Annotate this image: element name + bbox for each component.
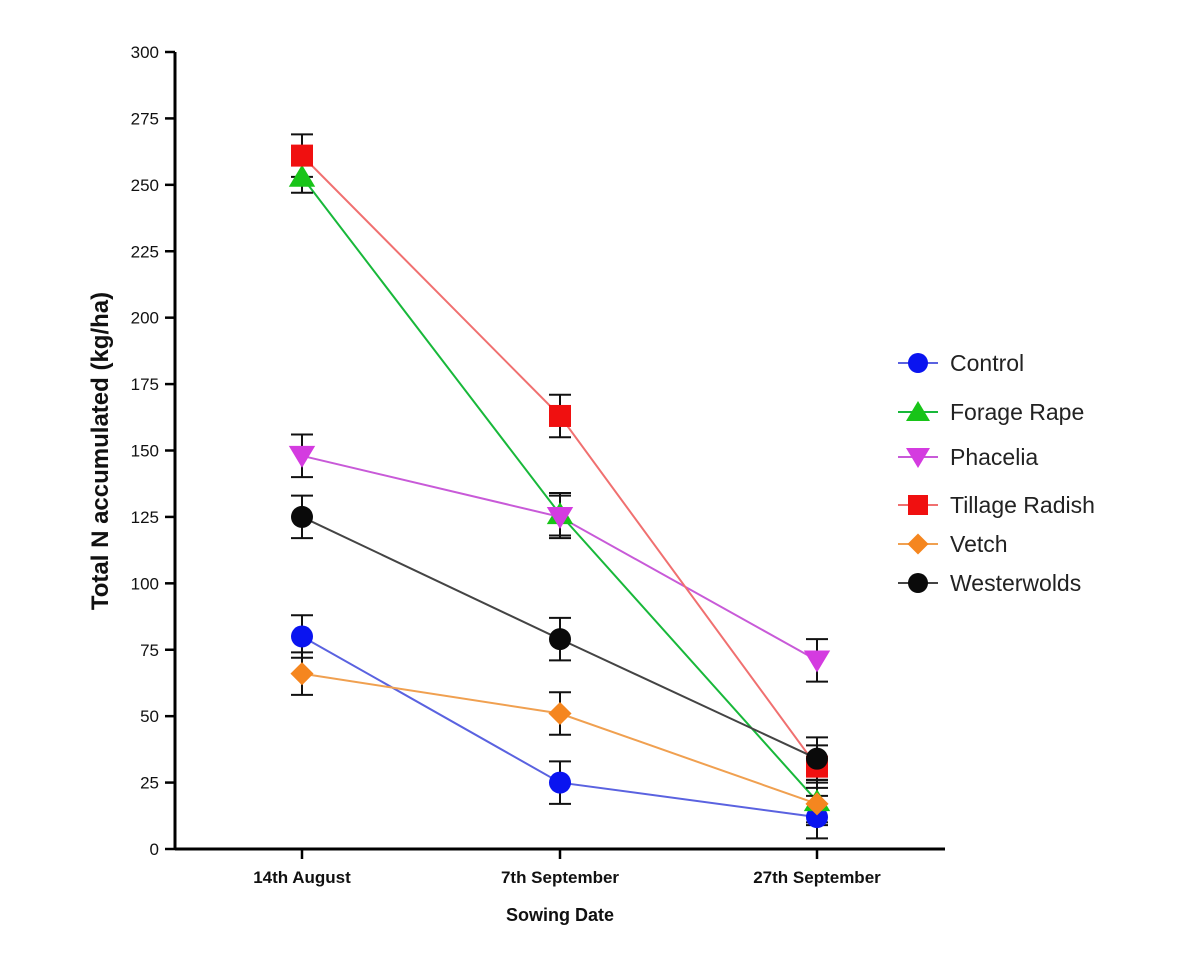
point-control-2 [806,806,828,829]
legend-item-westerwolds: Westerwolds [898,570,1081,596]
legend-marker-phacelia [906,448,930,468]
point-westerwolds-0 [291,505,313,528]
legend-label-forage-rape: Forage Rape [950,399,1084,425]
legend-marker-forage-rape [906,401,930,421]
legend-label-phacelia: Phacelia [950,444,1038,470]
legend-marker-tillage-radish [908,495,928,515]
y-tick-label-125: 125 [131,508,159,527]
y-tick-label-250: 250 [131,176,159,195]
point-phacelia-1 [546,507,574,530]
point-westerwolds-1 [549,628,571,651]
point-tillage-radish-1 [549,404,571,427]
x-tick-label-0: 14th August [253,868,351,887]
legend-item-forage-rape: Forage Rape [898,399,1084,425]
y-tick-label-200: 200 [131,309,159,328]
point-phacelia-2 [803,650,831,673]
line-tillage-radish [301,154,818,768]
y-tick-label-275: 275 [131,109,159,128]
legend-item-tillage-radish: Tillage Radish [898,492,1095,518]
point-control-1 [549,771,571,794]
point-westerwolds-2 [806,747,828,770]
point-forage-rape-0 [288,164,316,187]
legend-label-vetch: Vetch [950,531,1008,557]
legend-label-tillage-radish: Tillage Radish [950,492,1095,518]
y-tick-label-100: 100 [131,574,159,593]
x-tick-label-1: 7th September [501,868,619,887]
data-markers [288,144,831,829]
y-tick-label-25: 25 [140,774,159,793]
legend-label-westerwolds: Westerwolds [950,570,1081,596]
x-axis-title: Sowing Date [506,905,614,925]
y-tick-label-175: 175 [131,375,159,394]
point-vetch-2 [805,792,829,816]
legend-marker-vetch [907,533,929,555]
legend-label-control: Control [950,350,1024,376]
point-vetch-0 [290,662,314,686]
point-phacelia-0 [288,445,316,468]
error-bars [291,133,828,840]
legend-marker-westerwolds [908,573,928,593]
legend-marker-control [908,353,928,373]
legend-item-control: Control [898,350,1024,376]
legend-item-phacelia: Phacelia [898,444,1038,470]
y-tick-label-0: 0 [150,840,159,859]
point-vetch-1 [548,701,572,726]
y-tick-label-225: 225 [131,242,159,261]
y-axis-title: Total N accumulated (kg/ha) [87,292,114,610]
axes: 0 25 50 75 100 125 150 175 200 225 250 275 300 14th A… [131,43,945,887]
point-tillage-radish-0 [291,144,313,167]
y-tick-label-150: 150 [131,442,159,461]
y-tick-label-50: 50 [140,707,159,726]
y-tick-label-300: 300 [131,43,159,62]
y-tick-label-75: 75 [140,641,159,660]
legend: Control Forage Rape Phacelia Tillage Radish… [898,350,1095,596]
legend-item-vetch: Vetch [898,531,1008,557]
x-tick-label-2: 27th September [753,868,881,887]
point-control-0 [291,625,313,648]
